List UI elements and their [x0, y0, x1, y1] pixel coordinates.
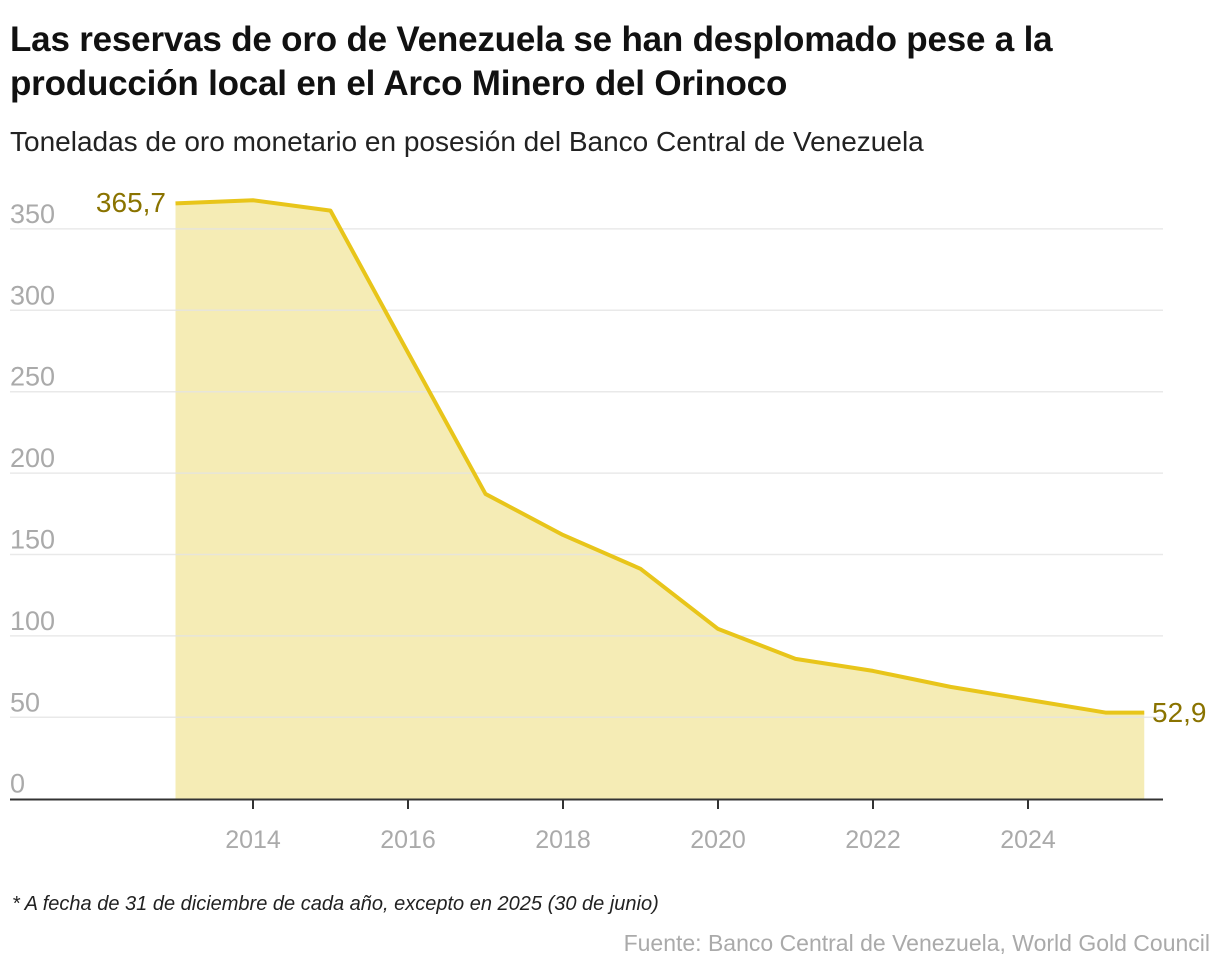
last-value-label: 52,9 [1152, 697, 1207, 728]
chart-title: Las reservas de oro de Venezuela se han … [10, 20, 1053, 103]
y-tick-label: 250 [10, 362, 55, 392]
y-tick-label: 150 [10, 525, 55, 555]
x-tick-label: 2022 [845, 826, 901, 854]
footnote: * A fecha de 31 de diciembre de cada año… [12, 893, 659, 915]
x-tick-label: 2016 [380, 826, 436, 854]
y-tick-label: 300 [10, 280, 55, 310]
y-tick-label: 50 [10, 687, 40, 717]
chart-subtitle: Toneladas de oro monetario en posesión d… [10, 126, 924, 157]
x-tick-label: 2014 [225, 826, 281, 854]
x-tick-label: 2020 [690, 826, 746, 854]
y-tick-label: 350 [10, 199, 55, 229]
y-tick-label: 0 [10, 769, 25, 799]
source: Fuente: Banco Central de Venezuela, Worl… [623, 930, 1210, 956]
area-chart: 0 50 100 150 200 250 300 350 2014 2016 2018 2020 202… [10, 187, 1207, 854]
x-tick-label: 2024 [1000, 826, 1056, 854]
first-value-label: 365,7 [96, 187, 166, 218]
x-tick-label: 2018 [535, 826, 591, 854]
y-tick-label: 200 [10, 443, 55, 473]
y-tick-label: 100 [10, 606, 55, 636]
data-line [175, 198, 1145, 715]
area-fill [175, 200, 1145, 799]
